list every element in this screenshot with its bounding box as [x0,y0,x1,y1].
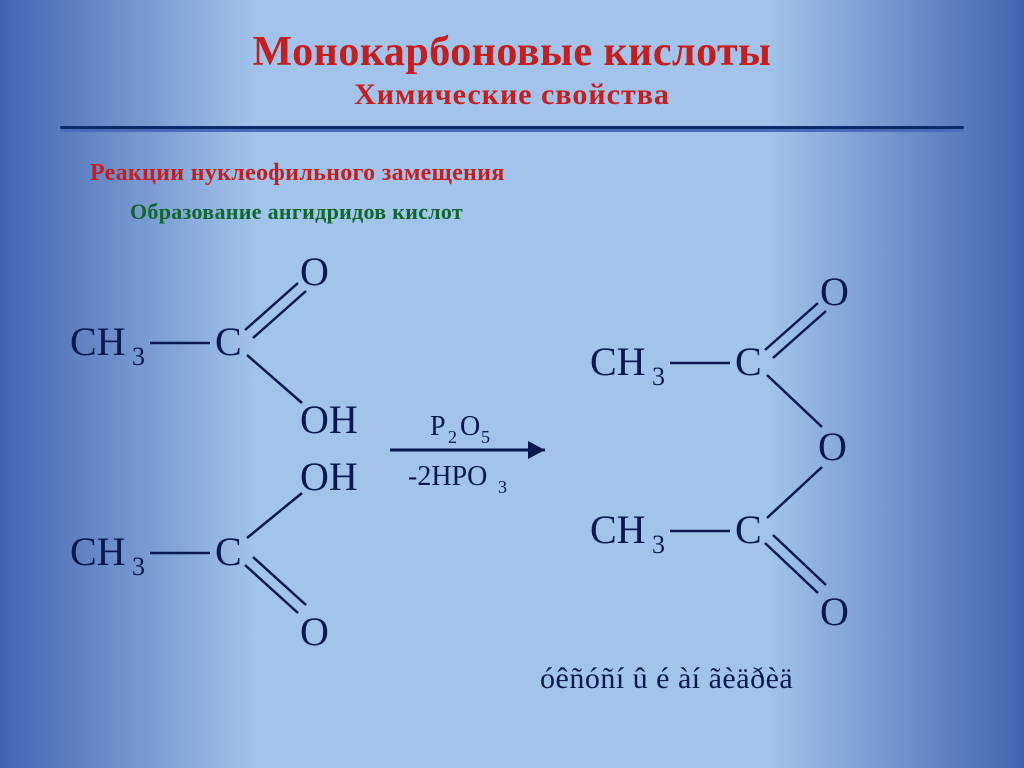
reaction-diagram: CH 3 C O OH CH 3 C OH [0,235,1024,655]
reactant-bottom: CH 3 C OH O [70,454,358,654]
svg-text:O: O [460,411,480,442]
svg-text:OH: OH [300,454,358,499]
svg-text:CH: CH [590,507,646,552]
svg-text:O: O [820,589,849,634]
svg-text:3: 3 [652,530,665,559]
svg-text:O: O [300,249,329,294]
svg-text:CH: CH [590,339,646,384]
svg-text:P: P [430,411,446,442]
svg-text:3: 3 [652,362,665,391]
title-block: Монокарбоновые кислоты Химические свойст… [0,0,1024,112]
horizontal-rule [60,126,964,132]
reaction-arrow: P 2 O 5 -2HPO 3 [390,411,545,497]
svg-text:3: 3 [132,342,145,371]
svg-text:C: C [215,529,242,574]
svg-text:O: O [820,269,849,314]
svg-text:CH: CH [70,319,126,364]
svg-text:C: C [215,319,242,364]
page-subtitle: Химические свойства [0,78,1024,112]
svg-text:CH: CH [70,529,126,574]
svg-text:C: C [735,339,762,384]
reaction-name-heading: Образование ангидридов кислот [130,199,1024,225]
reaction-type-heading: Реакции нуклеофильного замещения [90,160,1024,187]
svg-text:-2HPO: -2HPO [408,461,487,492]
svg-text:3: 3 [132,552,145,581]
svg-text:C: C [735,507,762,552]
svg-text:O: O [300,609,329,654]
svg-text:5: 5 [481,427,490,447]
product-anhydride: CH 3 C O O CH 3 C O [590,269,849,634]
product-label: óêñóñí û é àí ãèäðèä [540,662,793,696]
svg-text:O: O [818,424,847,469]
reactant-top: CH 3 C O OH [70,249,358,442]
page-title: Монокарбоновые кислоты [0,28,1024,76]
svg-text:2: 2 [448,427,457,447]
svg-text:OH: OH [300,397,358,442]
svg-text:3: 3 [498,477,507,497]
